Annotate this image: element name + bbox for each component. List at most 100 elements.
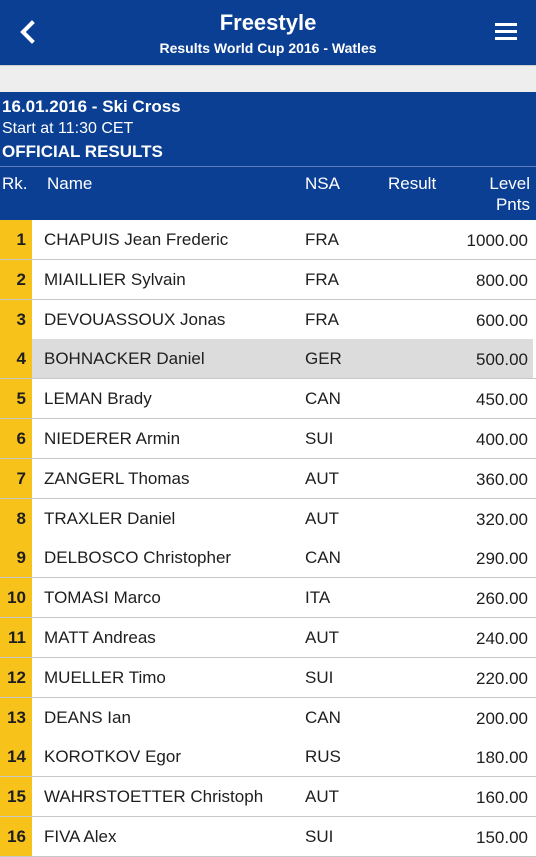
row-content: NIEDERER Armin SUI 400.00 [32, 419, 533, 458]
athlete-nsa: GER [305, 349, 342, 368]
level-points: 220.00 [476, 669, 528, 688]
rank-number: 15 [7, 787, 26, 806]
table-row[interactable]: 8 TRAXLER Daniel AUT 320.00 [0, 499, 536, 539]
rank-number: 13 [7, 708, 26, 727]
column-header-level-points: Level Pnts [489, 173, 530, 215]
athlete-nsa: AUT [305, 628, 339, 647]
table-row[interactable]: 5 LEMAN Brady CAN 450.00 [0, 379, 536, 419]
athlete-name: KOROTKOV Egor [44, 747, 181, 766]
table-row[interactable]: 7 ZANGERL Thomas AUT 360.00 [0, 459, 536, 499]
rank-badge: 2 [0, 260, 32, 299]
rank-number: 2 [16, 270, 26, 289]
athlete-nsa: AUT [305, 469, 339, 488]
row-content: TOMASI Marco ITA 260.00 [32, 578, 533, 617]
level-points: 290.00 [476, 549, 528, 568]
row-content: MUELLER Timo SUI 220.00 [32, 658, 533, 697]
athlete-name: CHAPUIS Jean Frederic [44, 230, 229, 249]
rank-badge: 6 [0, 419, 32, 458]
rank-number: 8 [16, 509, 26, 528]
rank-number: 5 [16, 389, 26, 408]
back-chevron-icon[interactable] [14, 18, 42, 46]
table-row[interactable]: 13 DEANS Ian CAN 200.00 [0, 698, 536, 738]
column-header-rank: Rk. [2, 174, 28, 193]
athlete-nsa: FRA [305, 230, 339, 249]
row-content: DEVOUASSOUX Jonas FRA 600.00 [32, 300, 533, 339]
row-content: TRAXLER Daniel AUT 320.00 [32, 499, 533, 538]
app-bar: Freestyle Results World Cup 2016 - Watle… [0, 0, 536, 65]
table-row[interactable]: 10 TOMASI Marco ITA 260.00 [0, 578, 536, 618]
level-points: 600.00 [476, 311, 528, 330]
column-header-pnts: Pnts [495, 195, 530, 214]
level-points: 320.00 [476, 510, 528, 529]
event-title: 16.01.2016 - Ski Cross [2, 97, 181, 116]
separator-bar [0, 65, 536, 92]
athlete-nsa: ITA [305, 588, 331, 607]
level-points: 260.00 [476, 589, 528, 608]
table-row[interactable]: 4 BOHNACKER Daniel GER 500.00 [0, 339, 536, 379]
rank-badge: 11 [0, 618, 32, 657]
rank-badge: 3 [0, 300, 32, 339]
level-points: 150.00 [476, 828, 528, 847]
athlete-name: NIEDERER Armin [44, 429, 181, 448]
row-content: DEANS Ian CAN 200.00 [32, 698, 533, 737]
row-content: DELBOSCO Christopher CAN 290.00 [32, 538, 533, 577]
event-header: 16.01.2016 - Ski Cross Start at 11:30 CE… [0, 92, 536, 166]
row-content: LEMAN Brady CAN 450.00 [32, 379, 533, 418]
athlete-nsa: CAN [305, 548, 341, 567]
table-row[interactable]: 3 DEVOUASSOUX Jonas FRA 600.00 [0, 300, 536, 340]
hamburger-menu-icon[interactable] [494, 20, 518, 44]
table-row[interactable]: 6 NIEDERER Armin SUI 400.00 [0, 419, 536, 459]
table-row[interactable]: 12 MUELLER Timo SUI 220.00 [0, 658, 536, 698]
rank-number: 9 [16, 548, 26, 567]
row-content: MATT Andreas AUT 240.00 [32, 618, 533, 657]
rank-badge: 4 [0, 339, 32, 378]
table-row[interactable]: 2 MIAILLIER Sylvain FRA 800.00 [0, 260, 536, 300]
table-row[interactable]: 15 WAHRSTOETTER Christoph AUT 160.00 [0, 777, 536, 817]
row-content: KOROTKOV Egor RUS 180.00 [32, 737, 533, 776]
column-header-nsa: NSA [305, 174, 340, 193]
level-points: 400.00 [476, 430, 528, 449]
table-row[interactable]: 1 CHAPUIS Jean Frederic FRA 1000.00 [0, 220, 536, 260]
athlete-name: MUELLER Timo [44, 668, 166, 687]
rank-number: 16 [7, 827, 26, 846]
athlete-name: MIAILLIER Sylvain [44, 270, 186, 289]
athlete-name: TRAXLER Daniel [44, 509, 176, 528]
table-header: Rk. Name NSA Result Level Pnts [0, 166, 536, 220]
athlete-name: FIVA Alex [44, 827, 117, 846]
athlete-nsa: CAN [305, 389, 341, 408]
row-content: BOHNACKER Daniel GER 500.00 [32, 339, 533, 378]
athlete-nsa: FRA [305, 310, 339, 329]
rank-badge: 5 [0, 379, 32, 418]
athlete-nsa: SUI [305, 668, 334, 687]
table-row[interactable]: 14 KOROTKOV Egor RUS 180.00 [0, 737, 536, 777]
rank-badge: 7 [0, 459, 32, 498]
athlete-nsa: CAN [305, 708, 341, 727]
level-points: 1000.00 [466, 231, 528, 250]
page-subtitle: Results World Cup 2016 - Watles [159, 40, 377, 56]
athlete-nsa: RUS [305, 747, 341, 766]
table-row[interactable]: 11 MATT Andreas AUT 240.00 [0, 618, 536, 658]
rank-badge: 13 [0, 698, 32, 737]
row-content: ZANGERL Thomas AUT 360.00 [32, 459, 533, 498]
page-title: Freestyle [219, 10, 317, 35]
athlete-name: DEANS Ian [44, 708, 131, 727]
level-points: 450.00 [476, 390, 528, 409]
athlete-name: BOHNACKER Daniel [44, 349, 205, 368]
rank-number: 4 [16, 349, 26, 368]
rank-number: 7 [16, 469, 26, 488]
rank-badge: 15 [0, 777, 32, 816]
athlete-nsa: FRA [305, 270, 339, 289]
athlete-name: DELBOSCO Christopher [44, 548, 232, 567]
event-start-time: Start at 11:30 CET [2, 120, 134, 137]
athlete-name: DEVOUASSOUX Jonas [44, 310, 226, 329]
rank-number: 1 [16, 230, 26, 249]
athlete-nsa: AUT [305, 509, 339, 528]
rank-badge: 8 [0, 499, 32, 538]
column-header-result: Result [388, 174, 437, 193]
rank-number: 14 [7, 747, 26, 766]
rank-badge: 16 [0, 817, 32, 856]
table-row[interactable]: 9 DELBOSCO Christopher CAN 290.00 [0, 538, 536, 578]
table-row[interactable]: 16 FIVA Alex SUI 150.00 [0, 817, 536, 857]
column-header-name: Name [47, 174, 93, 193]
column-header-level: Level [489, 174, 530, 193]
